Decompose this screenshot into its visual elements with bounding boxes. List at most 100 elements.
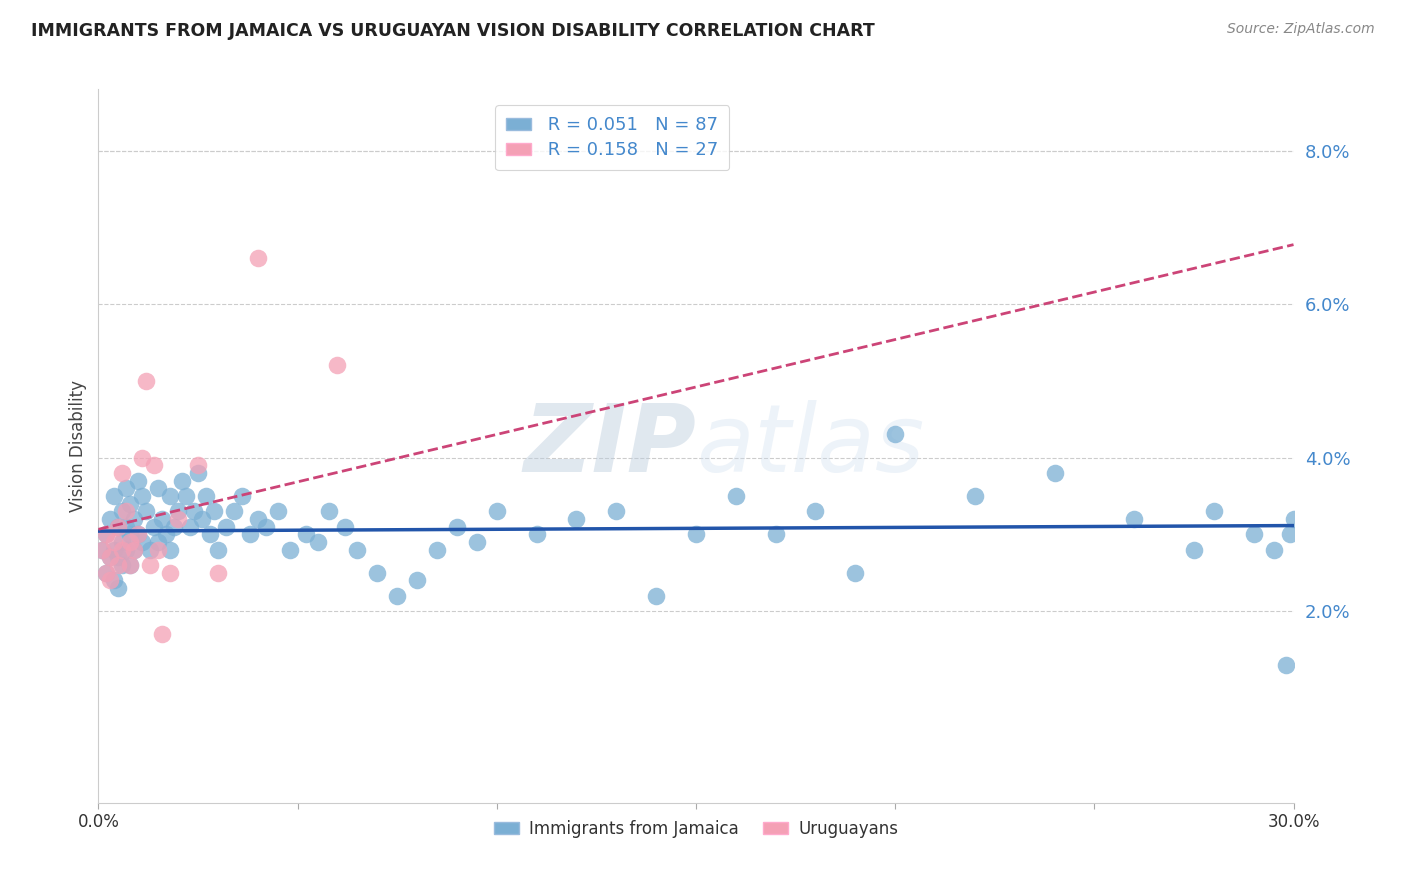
Point [139,542,162,557]
Point [167,504,190,518]
Point [148,535,170,549]
Point [115,504,138,518]
Point [96,527,118,541]
Point [406,574,429,588]
Point [139,558,162,572]
Point [1263,542,1285,557]
Point [207,566,229,580]
Point [246,251,269,265]
Point [385,589,409,603]
Point [124,542,146,557]
Point [884,427,907,442]
Point [103,489,125,503]
Point [98,550,122,565]
Point [1278,527,1301,541]
Point [1274,657,1296,672]
Point [131,489,153,503]
Point [98,550,122,565]
Point [135,374,157,388]
Point [111,535,134,549]
Point [103,542,125,557]
Point [191,512,214,526]
Point [91,542,114,557]
Point [159,566,181,580]
Point [111,542,134,557]
Point [107,581,129,595]
Point [465,535,488,549]
Point [96,527,118,541]
Point [143,458,166,473]
Point [215,519,238,533]
Point [111,466,134,480]
Point [1282,512,1305,526]
Point [98,512,122,526]
Point [446,519,468,533]
Point [107,550,129,565]
Text: Source: ZipAtlas.com: Source: ZipAtlas.com [1227,22,1375,37]
Point [239,527,262,541]
Point [120,558,142,572]
Point [127,527,149,541]
Point [724,489,747,503]
Point [143,519,166,533]
Point [120,535,142,549]
Point [485,504,508,518]
Point [804,504,827,518]
Point [131,450,153,465]
Point [1243,527,1265,541]
Point [346,542,368,557]
Point [195,489,218,503]
Point [231,489,253,503]
Point [202,504,225,518]
Point [163,519,186,533]
Y-axis label: Vision Disability: Vision Disability [69,380,87,512]
Point [96,566,118,580]
Point [318,504,340,518]
Point [111,504,134,518]
Text: atlas: atlas [696,401,924,491]
Point [246,512,269,526]
Point [150,627,173,641]
Point [98,574,122,588]
Point [844,566,866,580]
Point [526,527,548,541]
Point [183,504,205,518]
Point [91,542,114,557]
Point [172,474,194,488]
Point [605,504,627,518]
Legend: Immigrants from Jamaica, Uruguayans: Immigrants from Jamaica, Uruguayans [486,814,905,845]
Point [765,527,787,541]
Point [179,519,201,533]
Point [107,558,129,572]
Point [254,519,277,533]
Point [167,512,190,526]
Point [1182,542,1205,557]
Point [366,566,388,580]
Point [120,527,142,541]
Text: ZIP: ZIP [523,400,696,492]
Point [207,542,229,557]
Point [159,489,181,503]
Point [131,535,153,549]
Point [107,519,129,533]
Point [426,542,449,557]
Text: IMMIGRANTS FROM JAMAICA VS URUGUAYAN VISION DISABILITY CORRELATION CHART: IMMIGRANTS FROM JAMAICA VS URUGUAYAN VIS… [31,22,875,40]
Point [1123,512,1146,526]
Point [103,535,125,549]
Point [115,519,138,533]
Point [187,466,209,480]
Point [135,504,157,518]
Point [127,527,149,541]
Point [148,481,170,495]
Point [198,527,221,541]
Point [326,359,349,373]
Point [174,489,197,503]
Point [159,542,181,557]
Point [335,519,357,533]
Point [115,481,138,495]
Point [565,512,588,526]
Point [111,558,134,572]
Point [685,527,707,541]
Point [307,535,329,549]
Point [127,474,149,488]
